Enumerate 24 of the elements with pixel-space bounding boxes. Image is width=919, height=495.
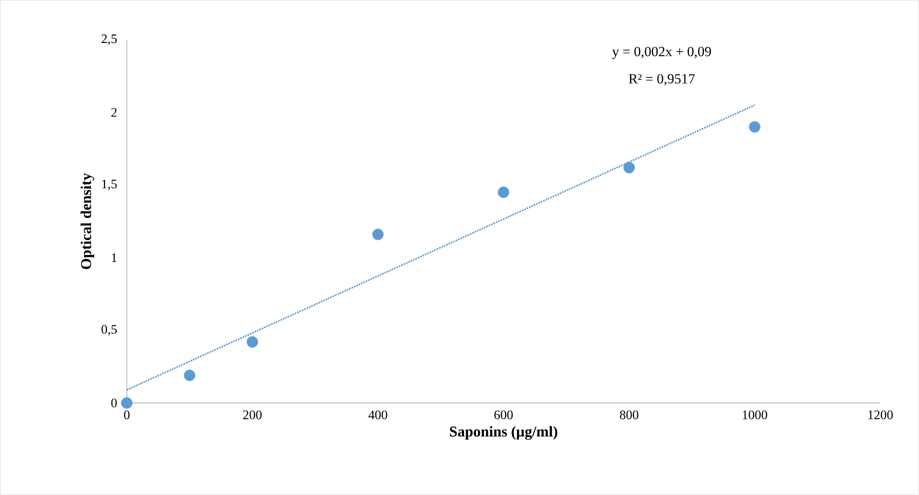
point xyxy=(623,162,635,174)
point xyxy=(498,186,510,198)
x-axis-title: Saponins (µg/ml) xyxy=(450,426,558,440)
y-tick-label: 1 xyxy=(112,254,116,262)
annotation: R² = 0,9517 xyxy=(628,74,695,86)
x-tick-label: 400 xyxy=(368,410,388,420)
y-tick-label: 2 xyxy=(111,108,117,117)
y-axis-title: Optical density xyxy=(80,173,94,270)
x-tick-label: 1200 xyxy=(868,410,893,420)
point xyxy=(184,370,196,382)
point xyxy=(372,228,384,240)
y-tick-label: 0 xyxy=(111,398,117,408)
y-tick-label: 0,5 xyxy=(102,325,117,336)
x-tick-label: 200 xyxy=(243,410,262,420)
annotation: y = 0,002x + 0,09 xyxy=(612,47,711,60)
x-tick-label: 600 xyxy=(494,410,513,420)
y-tick-label: 1,5 xyxy=(102,180,117,190)
point xyxy=(748,121,760,133)
x-tick-label: 800 xyxy=(620,410,638,420)
y-tick-label: 2,5 xyxy=(102,34,117,46)
point xyxy=(121,397,132,409)
x-tick-label: 1000 xyxy=(742,410,768,420)
point xyxy=(246,336,258,348)
x-tick-label: 0 xyxy=(124,410,130,420)
